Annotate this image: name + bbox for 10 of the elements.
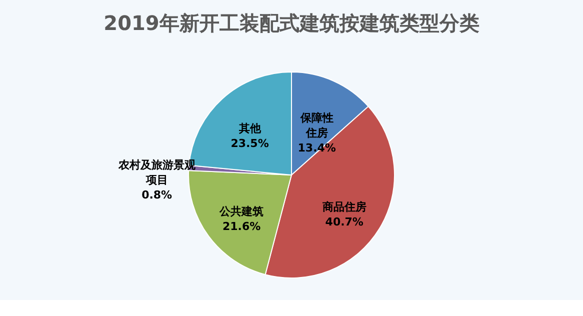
data-label: 40.7%	[325, 215, 364, 228]
data-label: 23.5%	[230, 137, 269, 150]
slice-label: 商品住房	[321, 200, 366, 214]
slice-label: 其他	[238, 122, 262, 136]
data-label: 0.8%	[142, 188, 172, 202]
slice-label: 公共建筑	[218, 204, 264, 218]
chart-title: 2019年新开工装配式建筑按建筑类型分类	[104, 11, 480, 35]
data-label: 21.6%	[222, 220, 261, 233]
slice-label: 农村及旅游景观项目	[117, 158, 196, 187]
slice-label: 保障性住房	[299, 111, 334, 140]
